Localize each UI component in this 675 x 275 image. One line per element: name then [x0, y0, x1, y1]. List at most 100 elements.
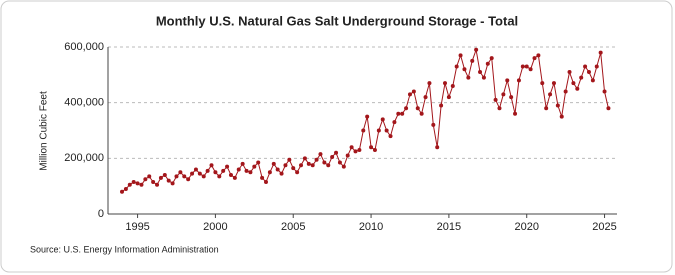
data-point [225, 164, 230, 169]
data-point [271, 161, 276, 166]
chart-title: Monthly U.S. Natural Gas Salt Undergroun… [156, 13, 518, 28]
data-point [431, 122, 436, 127]
data-point [228, 173, 233, 178]
data-point [155, 182, 160, 187]
data-point [505, 78, 510, 83]
data-point [263, 179, 268, 184]
data-point [594, 64, 599, 69]
data-point [376, 128, 381, 133]
data-point [267, 170, 272, 175]
data-point [252, 164, 257, 169]
data-point [442, 81, 447, 86]
data-point [213, 170, 218, 175]
data-point [127, 182, 132, 187]
data-point [295, 170, 300, 175]
x-tick-label: 2015 [437, 221, 461, 233]
data-point [551, 81, 556, 86]
data-point [205, 168, 210, 173]
data-point [123, 186, 128, 191]
data-point [158, 175, 163, 180]
data-point [567, 70, 572, 75]
data-point [357, 147, 362, 152]
data-point [602, 89, 607, 94]
data-point [485, 61, 490, 66]
data-point [559, 114, 564, 119]
y-tick-label: 200,000 [64, 152, 104, 164]
data-point [415, 106, 420, 111]
data-point [361, 128, 366, 133]
data-point [326, 163, 331, 168]
data-point [353, 149, 358, 154]
x-tick-label: 2010 [359, 221, 383, 233]
data-point [396, 111, 401, 116]
data-point [435, 145, 440, 150]
data-point [516, 78, 521, 83]
data-point [322, 160, 327, 165]
data-point [404, 106, 409, 111]
data-point [310, 163, 315, 168]
data-point [536, 53, 541, 58]
data-point [341, 164, 346, 169]
data-point [571, 81, 576, 86]
data-point [232, 175, 237, 180]
data-point [135, 181, 140, 186]
y-tick-label: 600,000 [64, 41, 104, 53]
data-point [197, 171, 202, 176]
data-point [236, 167, 241, 172]
x-tick-label: 2025 [592, 221, 616, 233]
data-point [411, 89, 416, 94]
y-tick-label: 0 [98, 208, 104, 220]
data-point [544, 106, 549, 111]
data-point [345, 153, 350, 158]
data-point [337, 160, 342, 165]
data-point [178, 170, 183, 175]
data-point [147, 174, 152, 179]
data-point [186, 177, 191, 182]
data-point [590, 78, 595, 83]
data-point [466, 75, 471, 80]
data-point [450, 83, 455, 88]
data-point [493, 97, 498, 102]
data-point [439, 103, 444, 108]
data-point [330, 154, 335, 159]
data-point [427, 81, 432, 86]
data-point [458, 53, 463, 58]
data-point [201, 174, 206, 179]
data-point [579, 75, 584, 80]
data-point [419, 111, 424, 116]
data-point [524, 64, 529, 69]
data-point [260, 175, 265, 180]
data-point [606, 106, 611, 111]
data-point [193, 167, 198, 172]
x-tick-label: 1995 [125, 221, 149, 233]
x-tick-label: 2005 [281, 221, 305, 233]
data-point [221, 168, 226, 173]
data-point [170, 181, 175, 186]
data-point [501, 92, 506, 97]
data-point [299, 163, 304, 168]
data-point [139, 182, 144, 187]
data-point [481, 75, 486, 80]
x-tick-label: 2020 [514, 221, 538, 233]
data-point [209, 163, 214, 168]
data-point [120, 189, 125, 194]
y-tick-label: 400,000 [64, 97, 104, 109]
data-point [143, 177, 148, 182]
data-point [462, 67, 467, 72]
data-point [314, 157, 319, 162]
data-point [575, 86, 580, 91]
data-point [598, 50, 603, 55]
data-point [256, 160, 261, 165]
data-point [513, 111, 518, 116]
data-point [509, 95, 514, 100]
data-point [407, 92, 412, 97]
data-point [474, 47, 479, 52]
data-point [151, 179, 156, 184]
data-point [548, 92, 553, 97]
plot-area: 0 200,000 400,000 600,000 1995 2000 2005 2010 20… [64, 41, 617, 233]
data-point [555, 103, 560, 108]
data-point [349, 145, 354, 150]
data-point [388, 134, 393, 139]
data-point [540, 81, 545, 86]
